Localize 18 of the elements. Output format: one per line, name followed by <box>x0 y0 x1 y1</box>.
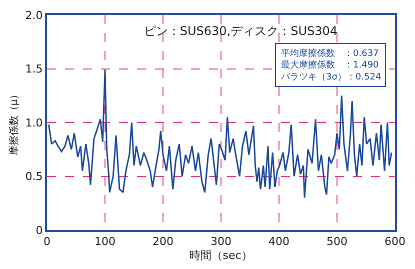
x-tick-label: 200 <box>152 235 174 248</box>
y-tick-label: 1.5 <box>25 62 43 76</box>
y-tick-label: 0 <box>36 224 43 237</box>
x-tick-label: 500 <box>326 235 348 248</box>
text: ピン：SUS630,ディスク：SUS304 <box>144 24 338 38</box>
x-tick-label: 400 <box>268 235 290 248</box>
x-axis-title: 時間（sec） <box>190 248 252 262</box>
y-axis-title: 摩擦係数（μ） <box>8 89 20 156</box>
y-tick-label: 2.0 <box>25 8 43 22</box>
line-series <box>48 69 392 198</box>
annotation: 最大摩擦係数 ：1.490 <box>281 60 380 71</box>
x-tick-label: 300 <box>210 235 232 248</box>
annotation: 平均摩擦係数 ：0.637 <box>281 48 379 59</box>
x-tick-label: 100 <box>94 235 116 248</box>
y-tick-label: 0.5 <box>25 170 43 184</box>
annotation: バラツキ（3σ）：0.524 <box>280 72 382 82</box>
y-tick-label: 1.0 <box>25 116 43 130</box>
x-tick-label: 600 <box>384 235 406 248</box>
